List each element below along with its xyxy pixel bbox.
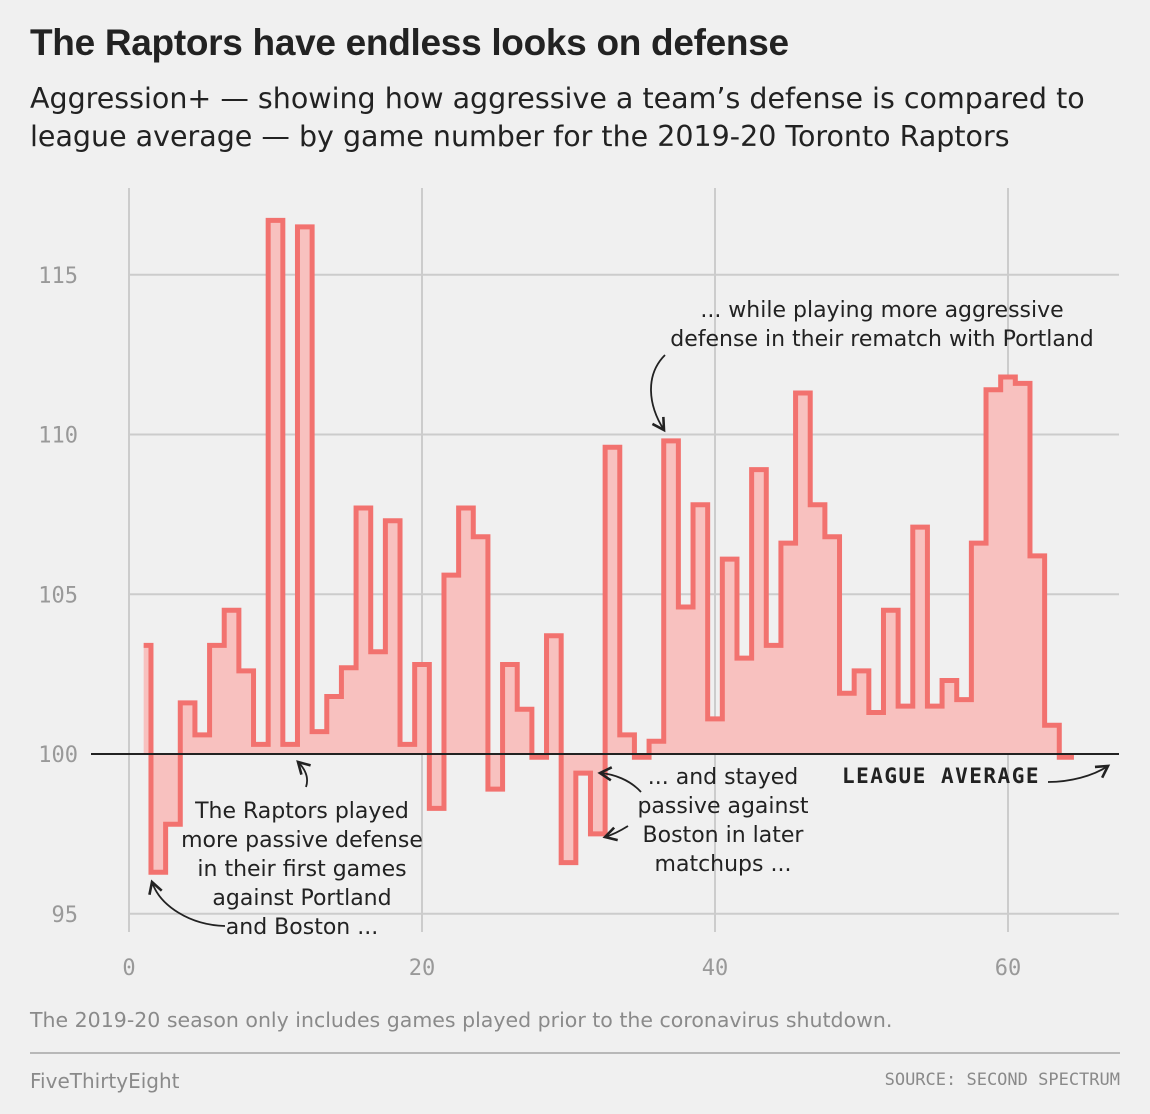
y-tick-label: 110 (38, 424, 78, 449)
league-average-label: LEAGUE AVERAGE (842, 764, 1040, 788)
x-tick-label: 0 (122, 956, 135, 981)
arrow-league-average (1047, 764, 1111, 783)
x-tick-label: 60 (995, 956, 1022, 981)
arrow-rematch (650, 354, 666, 433)
arrow-boston (602, 825, 629, 842)
annotation-rematch: ... while playing more aggressive defense… (670, 298, 1093, 352)
y-tick-label: 95 (52, 903, 79, 928)
y-tick-label: 115 (38, 264, 78, 289)
annotation-early-games: The Raptors played more passive defense in… (181, 799, 423, 940)
arrow-first-games (296, 760, 311, 788)
footnote: The 2019-20 season only includes games p… (30, 1008, 893, 1032)
brand-logo: FiveThirtyEight (30, 1069, 180, 1093)
footer-divider (30, 1052, 1120, 1054)
arrow-stayed-passive (597, 766, 642, 793)
series-area (143, 220, 1074, 873)
chart: 95 100 105 110 115 0 20 40 60 The Raptors played… (38, 188, 1119, 981)
source-credit: SOURCE: SECOND SPECTRUM (884, 1070, 1120, 1090)
series-line (143, 217, 1074, 875)
annotation-later-matchups: ... and stayed passive against Boston in l… (637, 765, 808, 877)
chart-subtitle: Aggression+ — showing how aggressive a t… (30, 82, 1085, 153)
y-tick-label: 100 (38, 743, 78, 768)
x-tick-label: 40 (702, 956, 729, 981)
x-tick-label: 20 (409, 956, 436, 981)
chart-title: The Raptors have endless looks on defens… (30, 22, 789, 63)
y-tick-label: 105 (38, 583, 78, 608)
arrow-early-games (148, 879, 226, 927)
